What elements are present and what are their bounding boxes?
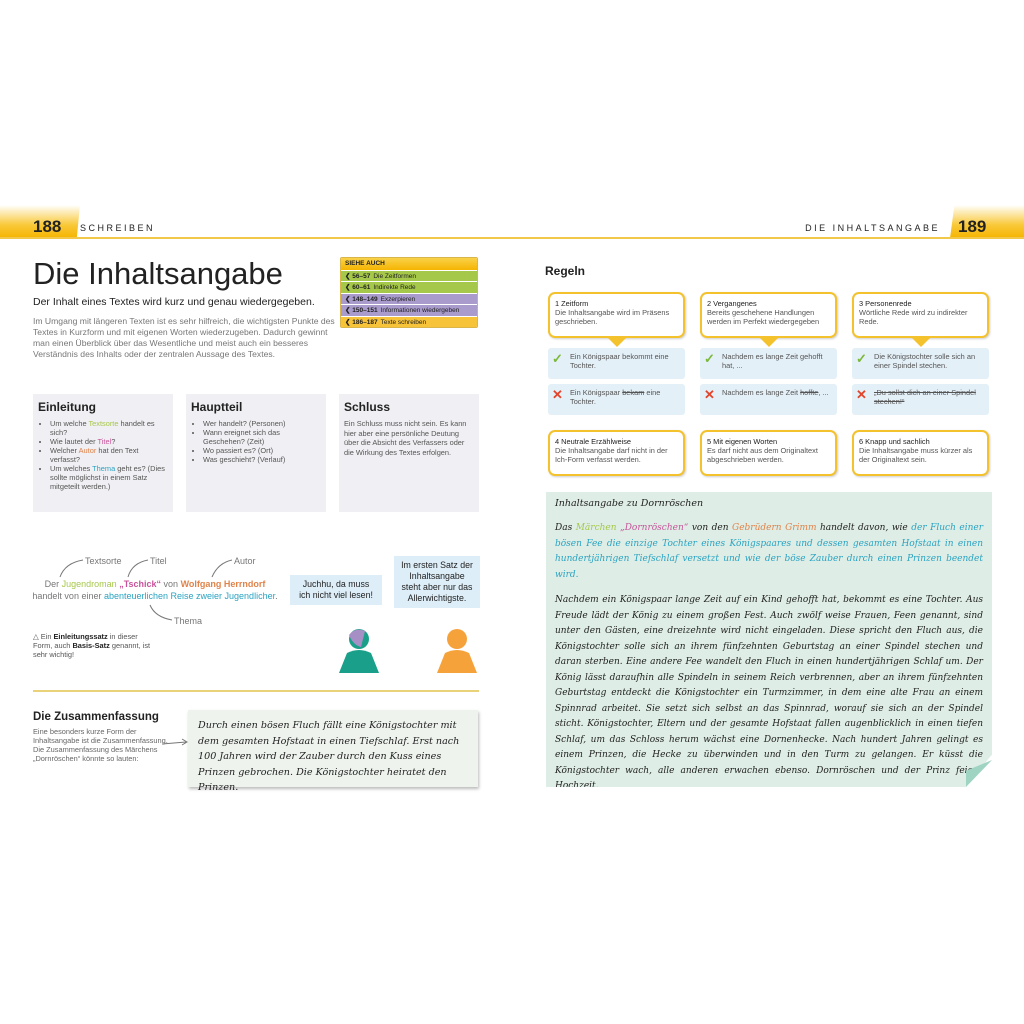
wrong-example: ✕ Ein Königspaar bekam eine Tochter.	[548, 384, 685, 415]
cross-icon: ✕	[552, 387, 563, 402]
correct-example: ✓ Ein Königspaar bekommt eine Tochter.	[548, 348, 685, 379]
see-also-link[interactable]: ❮ 150–151 Informationen wiedergeben	[341, 304, 477, 316]
pointer-icon	[912, 338, 930, 347]
beispiel-hauptteil: Nachdem ein Königspaar lange Zeit auf ei…	[555, 595, 983, 791]
running-head-left: SCHREIBEN	[80, 223, 156, 233]
list-item: Wie lautet der Titel?	[50, 437, 168, 446]
rule-card: 4 Neutrale Erzählweise Die Inhaltsangabe …	[548, 430, 685, 476]
check-icon: ✓	[552, 351, 563, 366]
check-icon: ✓	[704, 351, 715, 366]
divider	[33, 690, 479, 692]
pointer-icon	[760, 338, 778, 347]
check-icon: ✓	[856, 351, 867, 366]
list-item: Wer handelt? (Personen)	[203, 419, 321, 428]
subtitle: Der Inhalt eines Textes wird kurz und ge…	[33, 296, 315, 308]
see-also-title: SIEHE AUCH	[341, 258, 477, 270]
example-sentence: Der Jugendroman „Tschick“ von Wolfgang H…	[32, 579, 278, 601]
wrong-example: ✕ „Du sollst dich an einer Spindel steche…	[852, 384, 989, 415]
header-rule	[0, 237, 1024, 239]
see-also-link[interactable]: ❮ 148–149 Exzerpieren	[341, 292, 477, 304]
label-autor: Autor	[234, 556, 256, 566]
regeln-title: Regeln	[545, 264, 586, 278]
hauptteil-title: Hauptteil	[191, 400, 243, 414]
beispiel-box: Inhaltsangabe zu Dornröschen Das Märchen…	[546, 492, 992, 787]
schluss-title: Schluss	[344, 400, 391, 414]
header-tab-left	[0, 205, 80, 238]
running-head-right: DIE INHALTSANGABE	[805, 223, 940, 233]
characters-illustration	[339, 629, 477, 673]
zusammenfassung-example: Durch einen bösen Fluch fällt eine König…	[188, 710, 478, 793]
rule-card: 1 Zeitform Die Inhaltsangabe wird im Präs…	[548, 292, 685, 338]
see-also-link[interactable]: ❮ 56–57 Die Zeitformen	[341, 269, 477, 281]
girl-figure-icon	[339, 629, 379, 673]
arrow-icon	[161, 738, 188, 746]
list-item: Welcher Autor hat den Text verfasst?	[50, 446, 168, 464]
cross-icon: ✕	[704, 387, 715, 402]
page-number-right: 189	[958, 217, 987, 236]
speech-bubble-girl: Juchhu, da muss ich nicht viel lesen!	[290, 575, 382, 605]
page-title: Die Inhaltsangabe	[33, 256, 283, 291]
see-also-link[interactable]: ❮ 60–61 Indirekte Rede	[341, 281, 477, 293]
zusammenfassung-text: Eine besonders kurze Form der Inhaltsang…	[33, 727, 168, 763]
label-titel: Titel	[150, 556, 167, 566]
warning-icon: △	[33, 632, 41, 641]
list-item: Wann ereignet sich das Geschehen? (Zeit)	[203, 428, 321, 446]
list-item: Wo passiert es? (Ort)	[203, 446, 321, 455]
rule-card: 2 Vergangenes Bereits geschehene Handlung…	[700, 292, 837, 338]
hauptteil-list: Wer handelt? (Personen) Wann ereignet si…	[191, 419, 321, 464]
beispiel-title: Inhaltsangabe zu Dornröschen	[555, 498, 704, 509]
header-tab-right	[950, 205, 1024, 238]
rule-card: 5 Mit eigenen Worten Es darf nicht aus de…	[700, 430, 837, 476]
rule-card: 6 Knapp und sachlich Die Inhaltsangabe mu…	[852, 430, 989, 476]
pointer-icon	[608, 338, 626, 347]
label-thema: Thema	[174, 616, 203, 626]
schluss-text: Ein Schluss muss nicht sein. Es kann hie…	[344, 419, 467, 457]
hauptteil-box: Hauptteil Wer handelt? (Personen) Wann e…	[186, 394, 326, 512]
wrong-example: ✕ Nachdem es lange Zeit hoffte, ...	[700, 384, 837, 415]
cross-icon: ✕	[856, 387, 867, 402]
intro-text: Im Umgang mit längeren Texten ist es seh…	[33, 316, 335, 359]
list-item: Um welches Thema geht es? (Dies sollte m…	[50, 464, 168, 491]
rule-card: 3 Personenrede Wörtliche Rede wird zu ind…	[852, 292, 989, 338]
einleitung-title: Einleitung	[38, 400, 96, 414]
basis-satz-note: △ Ein Einleitungssatz in dieser Form, au…	[33, 632, 151, 659]
einleitung-box: Einleitung Um welche Textsorte handelt e…	[33, 394, 173, 512]
einleitung-list: Um welche Textsorte handelt es sich? Wie…	[38, 419, 168, 491]
label-textsorte: Textsorte	[85, 556, 122, 566]
boy-figure-icon	[437, 629, 477, 673]
list-item: Um welche Textsorte handelt es sich?	[50, 419, 168, 437]
see-also-box: SIEHE AUCH ❮ 56–57 Die Zeitformen ❮ 60–61…	[340, 257, 478, 328]
correct-example: ✓ Nachdem es lange Zeit gehofft hat, ...	[700, 348, 837, 379]
page-number-left: 188	[33, 217, 62, 236]
schluss-box: Schluss Ein Schluss muss nicht sein. Es …	[339, 394, 479, 512]
zusammenfassung-title: Die Zusammenfassung	[33, 711, 159, 723]
speech-bubble-boy: Im ersten Satz der Inhaltsangabe steht a…	[394, 556, 480, 608]
correct-example: ✓ Die Königstochter solle sich an einer S…	[852, 348, 989, 379]
see-also-link[interactable]: ❮ 186–187 Texte schreiben	[341, 315, 477, 327]
beispiel-basis-satz: Das Märchen „Dornröschen“ von den Gebrüd…	[555, 523, 983, 580]
list-item: Was geschieht? (Verlauf)	[203, 455, 321, 464]
annotation-arrows	[59, 559, 233, 621]
